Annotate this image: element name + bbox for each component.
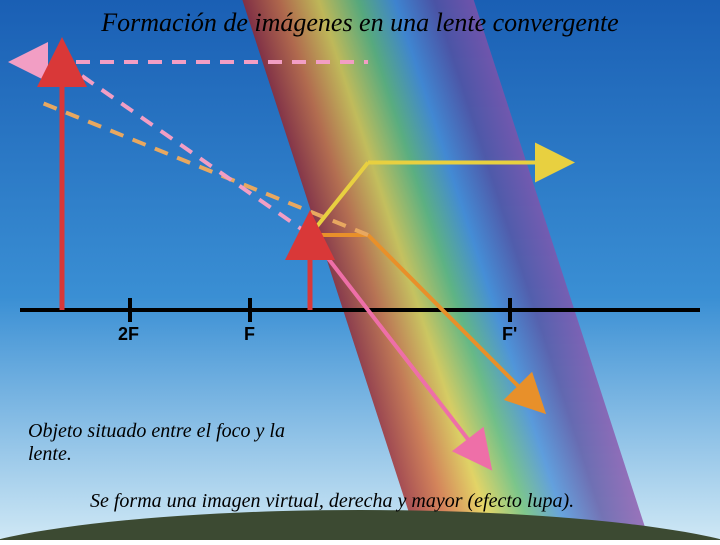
ray-parallel-after-lens <box>368 235 532 400</box>
label-f: F <box>244 324 255 345</box>
label-fprime: F' <box>502 324 517 345</box>
ray-center <box>310 235 480 455</box>
dashed-ray-center-ext <box>62 62 310 235</box>
caption-object-position: Objeto situado entre el foco y la lente. <box>28 420 308 466</box>
dashed-ray-parallel-ext <box>40 102 368 235</box>
caption-image-description: Se forma una imagen virtual, derecha y m… <box>90 490 574 513</box>
label-2f: 2F <box>118 324 139 345</box>
